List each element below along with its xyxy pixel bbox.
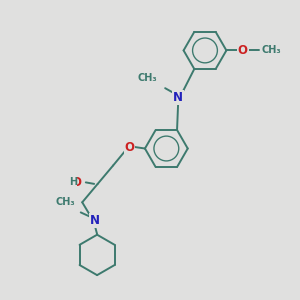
Text: O: O <box>124 140 134 154</box>
Text: N: N <box>173 91 183 103</box>
Text: N: N <box>90 214 100 227</box>
Text: H: H <box>69 177 77 188</box>
Text: CH₃: CH₃ <box>138 73 158 83</box>
Text: CH₃: CH₃ <box>55 197 75 207</box>
Text: CH₃: CH₃ <box>262 45 281 56</box>
Text: O: O <box>238 44 248 57</box>
Text: O: O <box>71 176 81 189</box>
